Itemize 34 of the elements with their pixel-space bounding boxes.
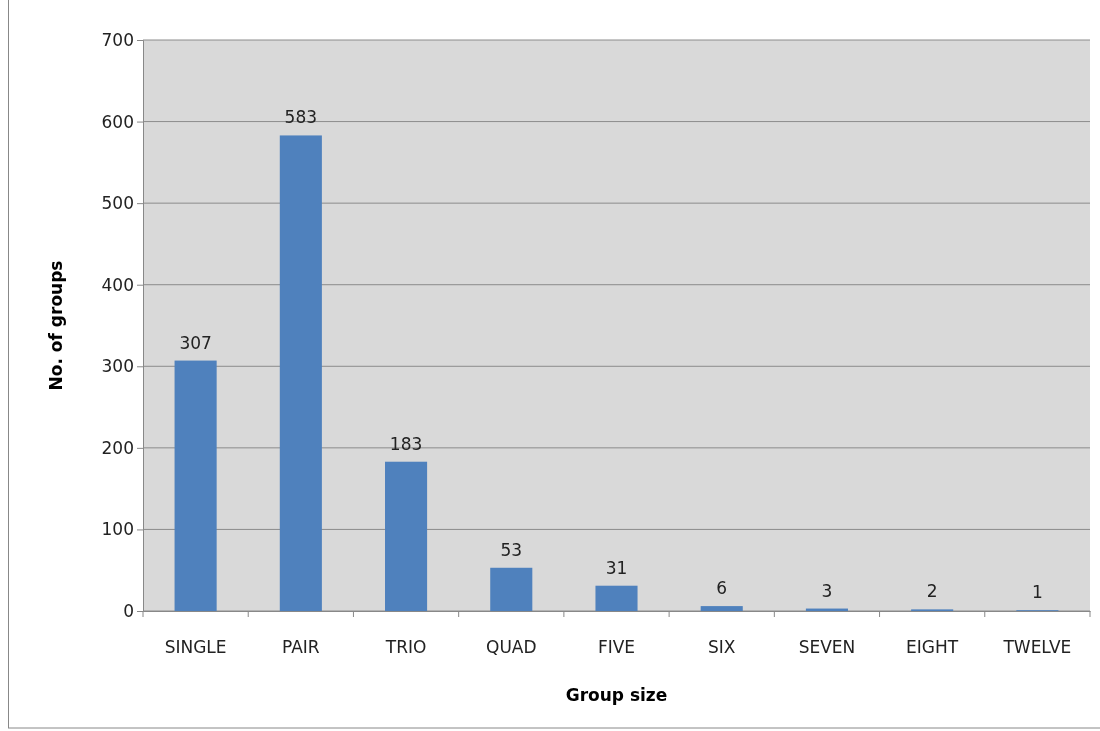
y-tick-label: 0 [123,600,134,621]
y-tick-label: 500 [101,193,134,214]
y-tick-label: 400 [101,274,134,295]
y-axis-title: No. of groups [46,260,66,391]
data-label: 3 [821,580,833,601]
data-label: 6 [716,578,728,599]
bar [490,567,533,611]
x-tick-label: SIX [708,637,736,658]
bar [595,585,638,611]
y-tick-label: 100 [101,519,134,540]
y-tick-label: 300 [101,356,134,377]
x-tick-label: SEVEN [798,637,856,658]
data-label: 307 [179,332,212,353]
data-label: 583 [284,107,318,128]
x-tick-label: TWELVE [1002,637,1072,658]
y-tick-label: 600 [101,111,134,132]
data-label: 1 [1031,582,1043,603]
x-tick-label: FIVE [597,637,636,658]
x-tick-label: TRIO [384,637,427,658]
x-tick-label: PAIR [282,637,320,658]
bar [174,360,217,611]
data-label: 31 [605,557,628,578]
x-tick-label: EIGHT [906,637,959,658]
bar [700,606,743,611]
data-label: 2 [926,581,938,602]
y-tick-label: 200 [101,437,134,458]
data-label: 183 [389,433,423,454]
x-tick-label: SINGLE [164,637,227,658]
x-tick-label: QUAD [486,637,537,658]
y-tick-label: 700 [101,29,134,50]
x-axis-title: Group size [565,685,668,705]
data-label: 53 [500,539,523,560]
bar [385,461,428,611]
bar [279,135,322,611]
